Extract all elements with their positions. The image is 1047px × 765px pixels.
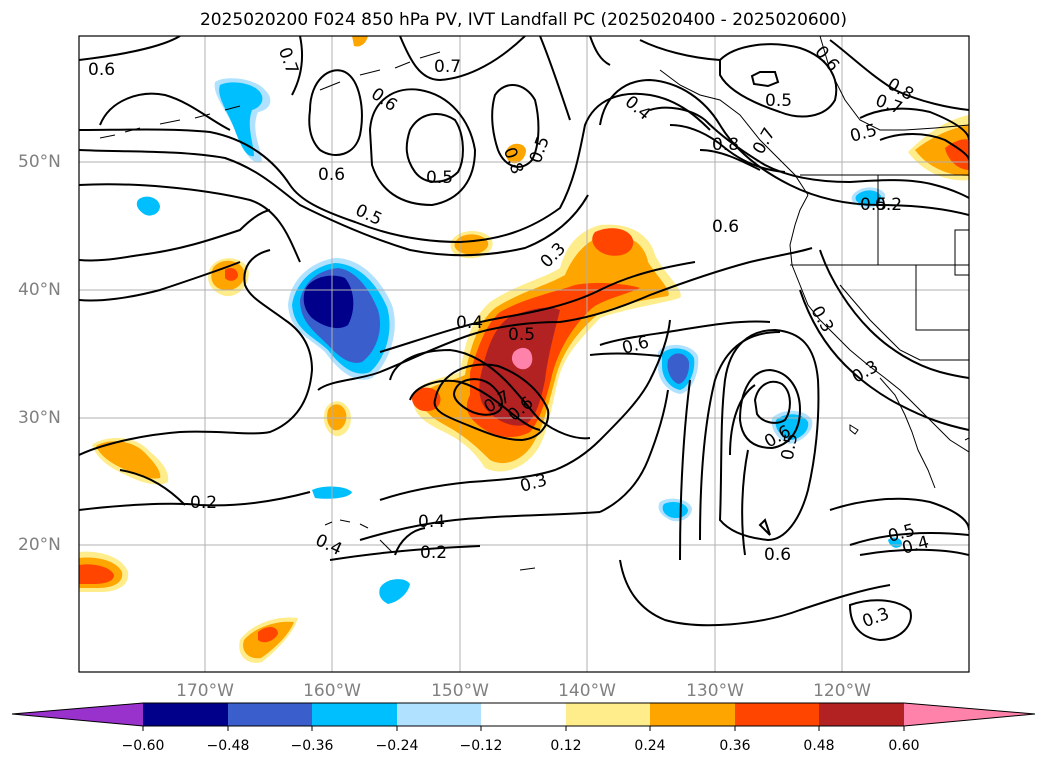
map-title: 2025020200 F024 850 hPa PV, IVT Landfall…	[199, 10, 847, 30]
shaded-regions	[79, 36, 969, 663]
colorbar-tick-label: −0.36	[290, 738, 334, 754]
colorbar-tick-label: 0.60	[888, 738, 920, 754]
colorbar-bin	[143, 703, 228, 726]
colorbar-tick-label: 0.12	[550, 738, 582, 754]
colorbar-tick-label: −0.48	[206, 738, 250, 754]
contour-label: 0.2	[420, 543, 447, 563]
colorbar-bin	[481, 703, 566, 726]
colorbar-tick-label: 0.36	[719, 738, 751, 754]
contour-label: 0.6	[88, 60, 115, 80]
contour-label: 0.2	[190, 493, 217, 513]
colorbar-bin	[650, 703, 735, 726]
contour-label: 0.5	[765, 91, 792, 111]
contour-label: 0.5	[860, 195, 887, 215]
lon-label: 160°W	[303, 681, 361, 701]
lat-label: 20°N	[18, 535, 61, 555]
contour-label: 0.8	[712, 135, 739, 155]
colorbar-tick-label: 0.48	[803, 738, 835, 754]
contour-label: 0.6	[712, 217, 739, 237]
contour-label: 0.6	[318, 165, 345, 185]
contour-label: 0.6	[764, 545, 791, 565]
lat-label: 30°N	[18, 408, 61, 428]
colorbar-bin	[735, 703, 819, 726]
lat-label: 50°N	[18, 152, 61, 172]
colorbar-bin	[312, 703, 397, 726]
lon-label: 170°W	[176, 681, 234, 701]
colorbar-extend-min	[12, 703, 143, 726]
colorbar	[11, 702, 1036, 731]
lon-label: 140°W	[558, 681, 616, 701]
colorbar-tick-label: −0.60	[121, 738, 165, 754]
colorbar-tick-label: 0.24	[634, 738, 666, 754]
colorbar-bin	[819, 703, 904, 726]
pv-contours	[79, 36, 969, 642]
lon-label: 150°W	[431, 681, 489, 701]
contour-label: 0.7	[434, 57, 461, 77]
contour-label: 0.5	[508, 325, 535, 345]
contour-label: 0.5	[778, 432, 802, 462]
map-frame	[78, 35, 970, 673]
lon-label: 130°W	[686, 681, 744, 701]
contour-label: 0.5	[426, 168, 453, 188]
colorbar-bin	[566, 703, 650, 726]
contour-label: 0.4	[456, 313, 483, 333]
contour-label: 0.4	[418, 512, 445, 532]
lon-label: 120°W	[813, 681, 871, 701]
colorbar-bin	[228, 703, 312, 726]
colorbar-bin	[397, 703, 481, 726]
colorbar-tick-label: −0.24	[375, 738, 419, 754]
lat-label: 40°N	[18, 280, 61, 300]
graticule	[79, 36, 969, 672]
colorbar-tick-label: −0.12	[459, 738, 503, 754]
colorbar-extend-max	[904, 703, 1035, 726]
contour-label: 0.2	[875, 195, 902, 215]
